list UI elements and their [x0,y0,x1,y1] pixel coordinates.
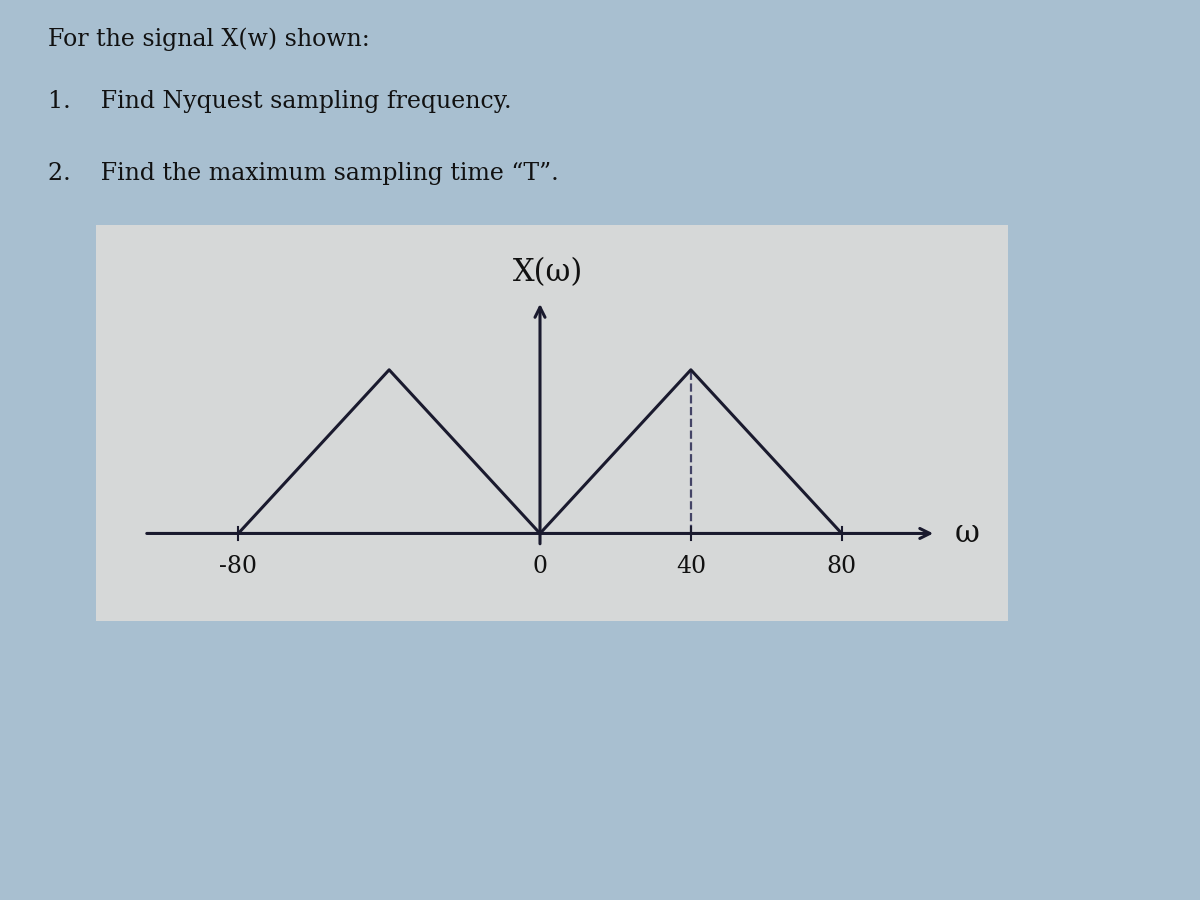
Text: ω: ω [955,518,979,549]
Text: X(ω): X(ω) [512,257,583,288]
Text: 1.    Find Nyquest sampling frequency.: 1. Find Nyquest sampling frequency. [48,90,511,113]
Text: 0: 0 [533,554,547,578]
Text: 40: 40 [676,554,706,578]
Text: For the signal X(w) shown:: For the signal X(w) shown: [48,27,370,50]
Text: 80: 80 [827,554,857,578]
Text: -80: -80 [220,554,257,578]
Text: 2.    Find the maximum sampling time “T”.: 2. Find the maximum sampling time “T”. [48,162,559,185]
